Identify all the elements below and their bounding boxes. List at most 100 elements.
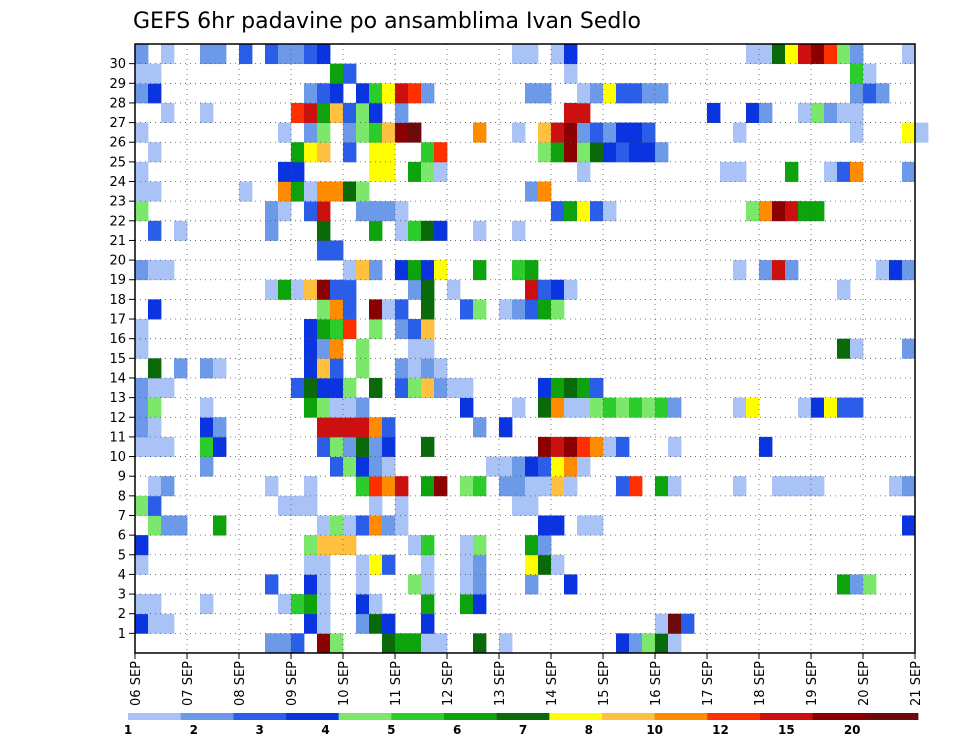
heatmap-cell (369, 377, 383, 399)
heatmap-cell (577, 436, 591, 457)
heatmap-cell (577, 515, 591, 536)
heatmap-cell (746, 201, 760, 222)
heatmap-cell (304, 495, 318, 516)
heatmap-cell (200, 417, 214, 438)
heatmap-cell (538, 397, 552, 418)
heatmap-cell (213, 44, 227, 65)
heatmap-cell (330, 456, 344, 477)
x-tick-label: 19 SEP (805, 661, 820, 706)
heatmap-cell (356, 201, 370, 222)
heatmap-cell (382, 476, 396, 497)
x-tick-label: 17 SEP (701, 661, 716, 706)
heatmap-cell (343, 377, 357, 399)
heatmap-cell (343, 535, 357, 556)
heatmap-cell (135, 260, 149, 281)
heatmap-cell (421, 338, 435, 359)
heatmap-cell (174, 515, 188, 536)
heatmap-cell (863, 574, 877, 595)
heatmap-cell (642, 142, 656, 163)
heatmap-cell (369, 515, 383, 536)
colorbar-swatch (496, 713, 550, 720)
heatmap-cell (421, 554, 435, 575)
heatmap-cell (850, 83, 864, 104)
heatmap-cell (785, 260, 799, 281)
heatmap-cell (577, 397, 591, 418)
heatmap-cell (421, 574, 435, 595)
heatmap-cell (551, 377, 565, 399)
heatmap-cell (564, 574, 578, 595)
heatmap-cell (902, 260, 916, 281)
heatmap-cell (603, 436, 617, 457)
heatmap-cell (369, 554, 383, 575)
heatmap-cell (343, 299, 357, 320)
heatmap-cell (564, 456, 578, 477)
heatmap-cell (538, 279, 552, 300)
heatmap-cell (317, 633, 331, 654)
heatmap-cell (304, 83, 318, 104)
heatmap-cell (668, 633, 682, 654)
heatmap-cell (798, 44, 812, 65)
heatmap-cell (603, 142, 617, 163)
heatmap-cell (161, 377, 175, 399)
heatmap-cell (616, 83, 630, 104)
x-tick-label: 14 SEP (545, 661, 560, 706)
heatmap-cell (135, 44, 149, 65)
heatmap-cell (473, 554, 487, 575)
heatmap-cell (317, 299, 331, 320)
heatmap-cell (330, 436, 344, 457)
y-tick-label: 19 (109, 273, 126, 288)
colorbar-swatch (391, 713, 445, 720)
heatmap-cell (343, 102, 357, 123)
heatmap-cell (837, 44, 851, 65)
heatmap-cell (473, 260, 487, 281)
heatmap-cell (369, 436, 383, 457)
heatmap-cell (876, 260, 890, 281)
heatmap-cell (135, 377, 149, 399)
heatmap-cell (148, 358, 162, 379)
y-tick-label: 21 (109, 234, 126, 249)
heatmap-cell (395, 83, 409, 104)
heatmap-cell (811, 102, 825, 123)
heatmap-cell (564, 122, 578, 143)
heatmap-cell (512, 260, 526, 281)
heatmap-cell (616, 476, 630, 497)
heatmap-cell (538, 299, 552, 320)
heatmap-cell (148, 83, 162, 104)
heatmap-cell (733, 260, 747, 281)
heatmap-cell (356, 338, 370, 359)
heatmap-cell (135, 63, 149, 84)
heatmap-cell (902, 515, 916, 536)
heatmap-cell (356, 515, 370, 536)
heatmap-cell (837, 338, 851, 359)
heatmap-cell (343, 279, 357, 300)
colorbar-swatch (707, 713, 761, 720)
heatmap-cell (148, 594, 162, 615)
heatmap-cell (889, 476, 903, 497)
heatmap-cell (642, 83, 656, 104)
heatmap-cell (616, 436, 630, 457)
heatmap-cell (265, 476, 279, 497)
heatmap-cell (538, 554, 552, 575)
heatmap-cell (395, 633, 409, 654)
heatmap-cell (525, 44, 539, 65)
heatmap-cell (148, 397, 162, 418)
heatmap-cell (434, 377, 448, 399)
heatmap-cell (213, 515, 227, 536)
heatmap-cell (421, 594, 435, 615)
heatmap-cell (421, 279, 435, 300)
heatmap-cell (395, 122, 409, 143)
heatmap-cell (304, 122, 318, 143)
heatmap-cell (369, 201, 383, 222)
heatmap-cell (668, 613, 682, 634)
colorbar-swatch (180, 713, 234, 720)
heatmap-cell (382, 456, 396, 477)
heatmap-cell (551, 476, 565, 497)
heatmap-cell (278, 181, 292, 202)
heatmap-cell (564, 102, 578, 123)
heatmap-cell (161, 515, 175, 536)
heatmap-cell (538, 142, 552, 163)
heatmap-cell (356, 181, 370, 202)
chart-title: GEFS 6hr padavine po ansamblima Ivan Sed… (133, 9, 641, 34)
heatmap-cell (148, 377, 162, 399)
heatmap-cell (564, 201, 578, 222)
